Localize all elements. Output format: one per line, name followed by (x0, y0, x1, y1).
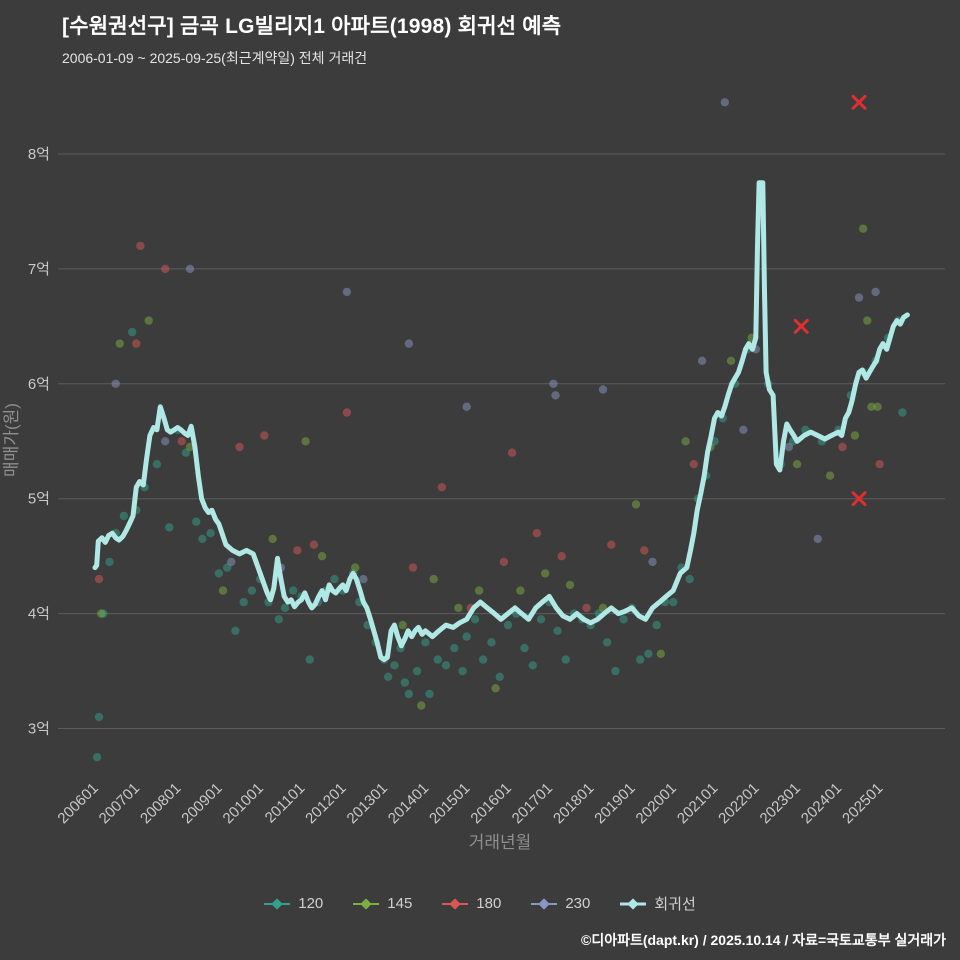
x-tick-label: 202501 (839, 780, 886, 827)
x-tick-label: 200901 (178, 780, 225, 827)
regression-line (92, 180, 910, 663)
legend-item-145[interactable]: 145 (353, 895, 412, 912)
x-tick-label: 202401 (798, 780, 845, 827)
x-tick-label: 200801 (137, 780, 184, 827)
legend-label: 180 (476, 895, 502, 912)
x-tick-label: 201501 (426, 780, 473, 827)
page-subtitle: 2006-01-09 ~ 2025-09-25(최근계약일) 전체 거래건 (62, 50, 368, 66)
legend-label: 회귀선 (654, 896, 696, 913)
legend-marker-icon (620, 897, 647, 910)
x-tick-label: 201601 (467, 780, 514, 827)
legend-marker-icon (442, 897, 469, 910)
page-title: [수원권선구] 금곡 LG빌리지1 아파트(1998) 회귀선 예측 (62, 15, 562, 38)
y-tick-label: 3억 (28, 721, 50, 738)
footer-credit: ©디아파트(dapt.kr) / 2025.10.14 / 자료=국토교통부 실… (581, 932, 946, 948)
x-tick-label: 200701 (96, 780, 143, 827)
y-tick-label: 8억 (28, 146, 50, 163)
outlier-markers (793, 94, 867, 507)
x-tick-label: 202101 (674, 780, 721, 827)
legend-marker-icon (353, 897, 380, 910)
y-tick-label: 7억 (28, 261, 50, 278)
x-tick-label: 201301 (344, 780, 391, 827)
y-tick-label: 6억 (28, 376, 50, 393)
legend-item-230[interactable]: 230 (531, 895, 590, 912)
x-tick-label: 201201 (302, 780, 349, 827)
y-tick-label: 4억 (28, 606, 50, 623)
y-axis-title: 매매가(원) (2, 403, 21, 477)
x-tick-label: 202201 (715, 780, 762, 827)
x-tick-label: 202301 (757, 780, 804, 827)
x-tick-labels: 2006012007012008012009012010012011012012… (54, 780, 886, 827)
chart-legend: 120 145 180 230 회귀선 (0, 893, 960, 914)
legend-item-180[interactable]: 180 (442, 895, 501, 912)
x-tick-label: 201701 (509, 780, 556, 827)
legend-label: 230 (565, 895, 591, 912)
x-tick-label: 201801 (550, 780, 597, 827)
legend-label: 145 (387, 895, 413, 912)
x-axis-title: 거래년월 (469, 833, 532, 852)
y-gridlines: 3억 4억 5억 6억 7억 8억 (28, 146, 945, 738)
x-tick-label: 200601 (54, 780, 101, 827)
legend-marker-icon (264, 897, 291, 910)
legend-marker-icon (531, 897, 558, 910)
scatter-series-145 (97, 224, 882, 710)
x-tick-label: 201901 (591, 780, 638, 827)
legend-item-회귀선[interactable]: 회귀선 (620, 893, 696, 914)
scatter-series-120 (92, 316, 907, 762)
chart-header: [수원권선구] 금곡 LG빌리지1 아파트(1998) 회귀선 예측 2006-… (62, 10, 561, 68)
x-tick-label: 201101 (262, 780, 309, 827)
y-tick-label: 5억 (28, 491, 50, 508)
x-tick-label: 201001 (220, 780, 267, 827)
x-tick-label: 202001 (633, 780, 680, 827)
legend-item-120[interactable]: 120 (264, 895, 323, 912)
legend-label: 120 (298, 895, 324, 912)
x-tick-label: 201401 (385, 780, 432, 827)
